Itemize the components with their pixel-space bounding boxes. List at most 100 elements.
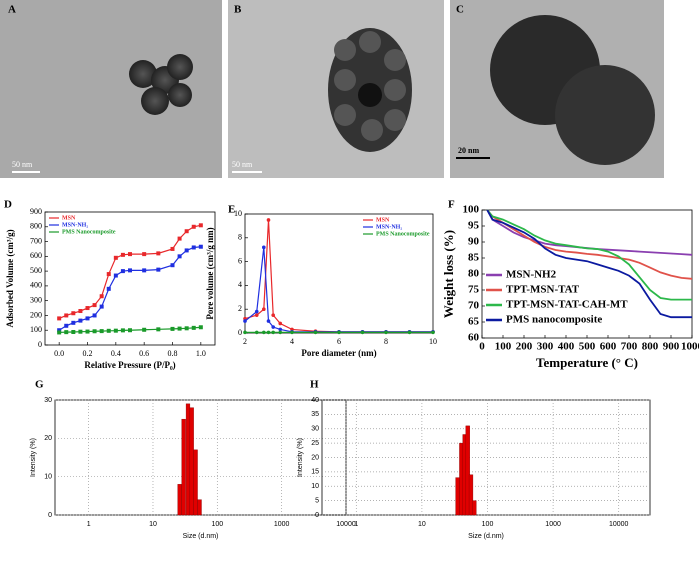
point bbox=[170, 263, 175, 268]
point bbox=[266, 330, 271, 335]
point bbox=[278, 327, 283, 332]
panel-label: G bbox=[35, 379, 44, 391]
y-tick-label: 0 bbox=[315, 512, 319, 519]
y-tick-label: 30 bbox=[311, 426, 319, 433]
legend-label: MSN-NH₂ bbox=[62, 222, 88, 228]
point bbox=[254, 309, 259, 314]
y-tick-label: 70 bbox=[468, 300, 480, 312]
y-tick-label: 40 bbox=[311, 397, 319, 404]
y-tick-label: 100 bbox=[30, 325, 42, 334]
x-tick-label: 100 bbox=[495, 341, 512, 353]
x-tick-label: 0.4 bbox=[111, 349, 121, 358]
point bbox=[271, 330, 276, 335]
point bbox=[128, 268, 132, 273]
point bbox=[254, 313, 259, 317]
point bbox=[198, 223, 203, 228]
y-tick-label: 300 bbox=[30, 295, 42, 304]
y-tick-label: 500 bbox=[30, 266, 42, 275]
panel-label: C bbox=[456, 4, 464, 16]
x-tick-label: 500 bbox=[579, 341, 596, 353]
point bbox=[337, 330, 341, 335]
point bbox=[106, 272, 111, 277]
x-axis-label: Temperature (° C) bbox=[536, 355, 638, 370]
y-tick-label: 10 bbox=[234, 209, 242, 218]
y-tick-label: 90 bbox=[468, 236, 480, 248]
point bbox=[170, 326, 175, 331]
point bbox=[271, 325, 276, 329]
point bbox=[142, 252, 147, 257]
point bbox=[64, 323, 69, 328]
x-tick-label: 700 bbox=[621, 341, 638, 353]
point bbox=[243, 330, 247, 335]
y-axis-label: Intensity (%) bbox=[297, 438, 304, 477]
legend-label: TPT-MSN-TAT-CAH-MT bbox=[506, 299, 628, 311]
legend-label: TPT-MSN-TAT bbox=[506, 284, 580, 296]
x-tick-label: 2 bbox=[243, 337, 247, 346]
x-tick-label: 4 bbox=[290, 337, 294, 346]
point bbox=[278, 321, 283, 326]
x-tick-label: 1.0 bbox=[196, 349, 206, 358]
y-axis-label: Weight loss (%) bbox=[441, 230, 456, 318]
point bbox=[243, 319, 247, 323]
point bbox=[71, 311, 76, 316]
point bbox=[278, 330, 283, 335]
x-tick-label: 10000 bbox=[609, 521, 629, 528]
legend-label: MSN-NH2 bbox=[506, 269, 557, 281]
y-tick-label: 20 bbox=[44, 435, 52, 442]
point bbox=[113, 328, 118, 333]
point bbox=[170, 246, 175, 251]
x-tick-label: 1 bbox=[354, 521, 358, 528]
point bbox=[120, 269, 125, 274]
legend-label: MSN-NH₂ bbox=[376, 224, 402, 230]
y-tick-label: 25 bbox=[311, 440, 319, 447]
point bbox=[85, 316, 90, 321]
legend-label: PMS Nanocomposite bbox=[376, 231, 430, 237]
bar bbox=[177, 484, 182, 516]
panel-label: A bbox=[8, 4, 16, 16]
y-tick-label: 85 bbox=[468, 252, 480, 264]
point bbox=[184, 248, 189, 253]
tem-image-c bbox=[450, 0, 664, 178]
x-tick-label: 100 bbox=[482, 521, 494, 528]
point bbox=[360, 330, 365, 335]
point bbox=[191, 245, 196, 250]
y-tick-label: 400 bbox=[30, 281, 42, 290]
y-axis-label: Pore volume (cm³/g nm) bbox=[205, 227, 215, 319]
point bbox=[142, 327, 147, 332]
point bbox=[156, 327, 161, 332]
y-tick-label: 80 bbox=[468, 268, 480, 280]
point bbox=[92, 313, 97, 318]
panel-label: D bbox=[4, 199, 12, 211]
point bbox=[271, 313, 276, 317]
point bbox=[407, 330, 412, 335]
y-tick-label: 6 bbox=[238, 256, 242, 265]
bar bbox=[472, 500, 477, 516]
point bbox=[266, 319, 271, 323]
scale-bar-label: 50 nm bbox=[12, 160, 33, 169]
bar bbox=[181, 418, 186, 516]
point bbox=[99, 304, 104, 309]
x-tick-label: 600 bbox=[600, 341, 617, 353]
scale-bar-label: 50 nm bbox=[232, 160, 253, 169]
bar bbox=[197, 499, 202, 516]
point bbox=[290, 330, 294, 335]
x-axis-label: Size (d.nm) bbox=[468, 533, 504, 540]
point bbox=[262, 330, 266, 335]
bar bbox=[468, 474, 474, 516]
point bbox=[78, 309, 83, 314]
point bbox=[64, 313, 69, 318]
point bbox=[191, 224, 196, 229]
y-tick-label: 15 bbox=[311, 469, 319, 476]
x-tick-label: 10 bbox=[429, 337, 437, 346]
panel-label: F bbox=[448, 199, 455, 211]
y-tick-label: 10 bbox=[44, 474, 52, 481]
point bbox=[156, 251, 161, 256]
y-tick-label: 600 bbox=[30, 251, 42, 260]
point bbox=[384, 330, 388, 335]
point bbox=[106, 328, 111, 333]
x-tick-label: 1000 bbox=[681, 341, 699, 353]
point bbox=[85, 306, 90, 311]
point bbox=[184, 326, 189, 331]
x-axis-label: Size (d.nm) bbox=[183, 533, 219, 540]
